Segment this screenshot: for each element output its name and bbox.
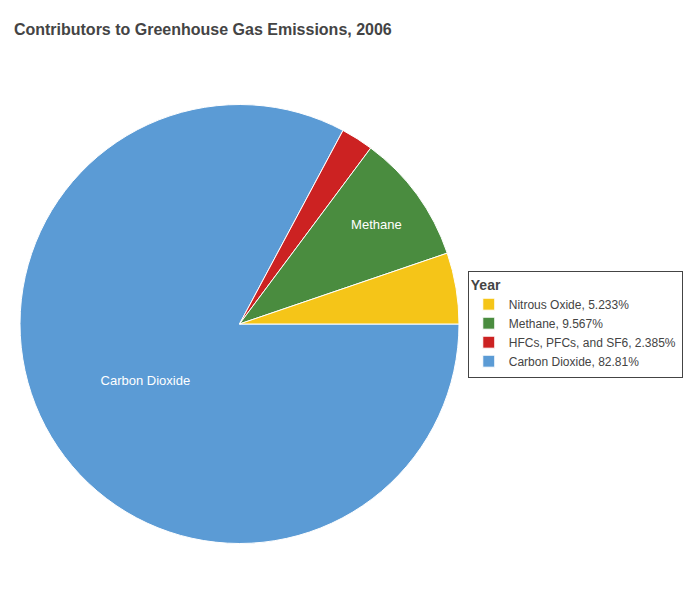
svg-text:HFCs, PFCs, and SF6, 2.385%: HFCs, PFCs, and SF6, 2.385% xyxy=(509,336,676,350)
svg-text:Carbon Dioxide, 82.81%: Carbon Dioxide, 82.81% xyxy=(509,355,639,369)
svg-text:Methane: Methane xyxy=(351,217,402,232)
svg-text:Nitrous Oxide, 5.233%: Nitrous Oxide, 5.233% xyxy=(509,298,629,312)
svg-text:Year: Year xyxy=(471,277,501,293)
svg-text:Methane, 9.567%: Methane, 9.567% xyxy=(509,317,603,331)
svg-text:Carbon Dioxide: Carbon Dioxide xyxy=(101,373,191,388)
svg-text:Contributors to Greenhouse Gas: Contributors to Greenhouse Gas Emissions… xyxy=(14,21,392,38)
